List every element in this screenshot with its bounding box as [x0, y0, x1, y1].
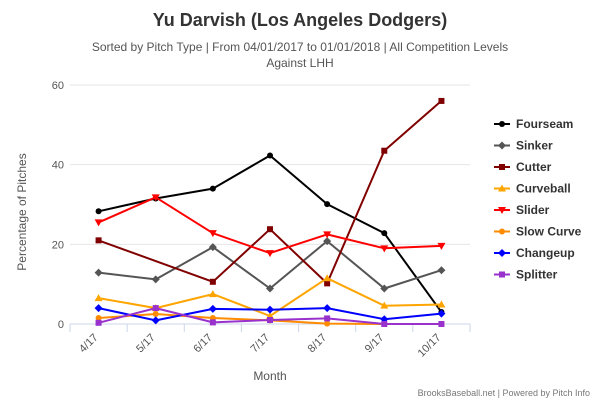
legend-label-slow-curve: Slow Curve [516, 225, 582, 239]
legend-item-changeup[interactable]: Changeup [494, 246, 575, 260]
data-point-curveball[interactable] [380, 301, 389, 309]
data-point-sinker[interactable] [323, 237, 332, 246]
data-point-fourseam[interactable] [267, 152, 273, 159]
legend-marker-splitter[interactable] [499, 271, 505, 278]
data-point-cutter[interactable] [209, 278, 216, 285]
data-point-slider[interactable] [380, 245, 389, 253]
legend-marker-curveball[interactable] [498, 184, 506, 192]
data-point-slow-curve[interactable] [324, 320, 331, 327]
x-tick-label: 5/17 [134, 332, 158, 356]
chart-title: Yu Darvish (Los Angeles Dodgers) [153, 10, 447, 30]
data-point-cutter[interactable] [324, 280, 331, 287]
chart-subtitle-line-2: Against LHH [266, 56, 333, 70]
data-point-cutter[interactable] [267, 226, 273, 233]
data-point-splitter[interactable] [152, 305, 159, 312]
legend-label-slider: Slider [516, 203, 550, 217]
y-axis-title: Percentage of Pitches [15, 153, 29, 270]
data-point-cutter[interactable] [381, 147, 388, 154]
series-line-cutter [98, 100, 443, 285]
legend-marker-changeup[interactable] [498, 249, 506, 257]
data-point-slider[interactable] [323, 231, 332, 239]
data-point-sinker[interactable] [151, 275, 160, 284]
chart-subtitle-line-1: Sorted by Pitch Type | From 04/01/2017 t… [92, 40, 508, 54]
x-tick-label: 6/17 [191, 332, 215, 356]
data-point-changeup[interactable] [323, 304, 332, 313]
data-point-slow-curve[interactable] [152, 311, 159, 318]
legend-label-changeup: Changeup [516, 246, 575, 260]
data-point-slider[interactable] [208, 230, 217, 238]
chart-credits[interactable]: BrooksBaseball.net | Powered by Pitch In… [418, 388, 590, 398]
legend-label-curveball: Curveball [516, 182, 571, 196]
data-point-fourseam[interactable] [324, 201, 331, 208]
legend-label-splitter: Splitter [516, 268, 558, 282]
data-point-curveball[interactable] [208, 290, 217, 298]
legend-marker-slider[interactable] [498, 207, 506, 214]
data-point-fourseam[interactable] [209, 185, 216, 192]
data-point-cutter[interactable] [95, 237, 102, 244]
y-tick-label: 0 [58, 319, 64, 331]
legend-item-slow-curve[interactable]: Slow Curve [494, 225, 582, 239]
data-point-slow-curve[interactable] [95, 315, 102, 322]
data-point-cutter[interactable] [438, 97, 445, 104]
data-point-changeup[interactable] [94, 304, 103, 313]
y-tick-label: 20 [52, 239, 64, 251]
data-point-fourseam[interactable] [381, 230, 388, 237]
data-point-slider[interactable] [266, 250, 274, 258]
data-point-splitter[interactable] [324, 315, 331, 322]
legend-label-cutter: Cutter [516, 160, 552, 174]
data-point-changeup[interactable] [266, 305, 274, 314]
data-point-slider[interactable] [151, 194, 160, 202]
legend-item-fourseam[interactable]: Fourseam [494, 117, 573, 131]
x-axis-title: Month [253, 369, 286, 383]
legend-item-slider[interactable]: Slider [494, 203, 550, 217]
legend-marker-cutter[interactable] [499, 164, 505, 170]
legend[interactable]: Fourseam Sinker Cutter Curveball Slider Slow … [494, 117, 582, 282]
data-point-fourseam[interactable] [95, 208, 102, 215]
legend-marker-sinker[interactable] [498, 141, 506, 150]
data-point-sinker[interactable] [437, 266, 446, 275]
data-point-splitter[interactable] [267, 317, 273, 324]
data-point-curveball[interactable] [323, 274, 332, 282]
y-tick-label: 40 [52, 160, 64, 172]
data-point-sinker[interactable] [94, 268, 103, 277]
data-point-sinker[interactable] [380, 284, 389, 293]
legend-label-sinker: Sinker [516, 139, 553, 153]
legend-marker-fourseam[interactable] [499, 121, 505, 127]
data-point-curveball[interactable] [94, 294, 103, 302]
legend-item-curveball[interactable]: Curveball [494, 182, 571, 196]
data-point-changeup[interactable] [208, 304, 217, 313]
x-tick-label: 10/17 [416, 332, 444, 360]
data-point-splitter[interactable] [95, 319, 102, 326]
data-point-changeup[interactable] [151, 316, 160, 325]
data-point-slider[interactable] [94, 219, 103, 227]
x-tick-label: 7/17 [248, 332, 272, 356]
legend-marker-slow-curve[interactable] [499, 228, 505, 235]
data-point-curveball[interactable] [437, 300, 446, 308]
x-tick-label: 4/17 [77, 332, 101, 356]
data-point-slider[interactable] [437, 242, 446, 250]
x-tick-label: 8/17 [306, 332, 330, 356]
legend-item-splitter[interactable]: Splitter [494, 268, 558, 282]
data-point-sinker[interactable] [208, 243, 217, 252]
data-point-splitter[interactable] [209, 319, 216, 326]
legend-item-sinker[interactable]: Sinker [494, 139, 553, 153]
data-point-splitter[interactable] [381, 321, 388, 327]
data-point-splitter[interactable] [438, 321, 445, 327]
legend-item-cutter[interactable]: Cutter [494, 160, 552, 174]
data-point-sinker[interactable] [266, 284, 274, 293]
data-point-changeup[interactable] [437, 309, 446, 318]
legend-label-fourseam: Fourseam [516, 117, 573, 131]
x-tick-label: 9/17 [363, 332, 387, 356]
y-tick-label: 60 [52, 80, 64, 92]
